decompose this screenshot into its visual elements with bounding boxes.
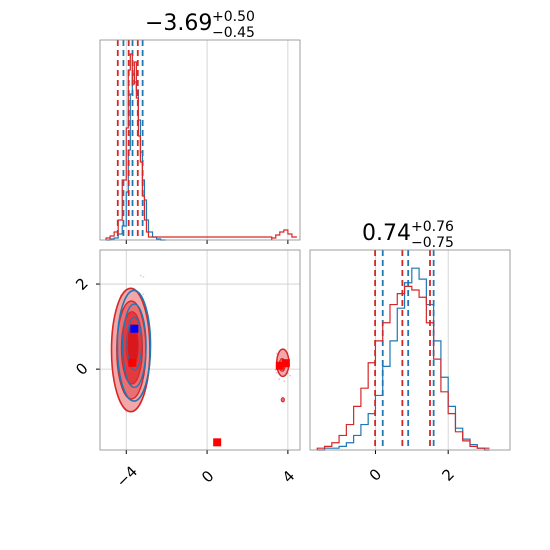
y-tick-label: 2 xyxy=(72,274,91,293)
title-main: −3.69 xyxy=(145,11,212,36)
title-main: 0.74 xyxy=(362,221,411,246)
histogram-step-line xyxy=(105,53,297,240)
point-marker xyxy=(130,324,139,333)
sample-point xyxy=(278,378,281,381)
marginal-y-title-sub: −0.75 xyxy=(411,235,454,251)
contour-blue-outer xyxy=(116,289,152,402)
sample-point xyxy=(289,374,292,377)
sample-point xyxy=(142,293,145,296)
x-tick-label: 0 xyxy=(198,467,217,486)
marginal-y-title-sup: +0.76 xyxy=(411,219,454,235)
panel-frame xyxy=(99,39,301,241)
histogram-step-line xyxy=(316,285,490,450)
x-tick-label: 0 xyxy=(366,465,385,484)
point-marker xyxy=(213,438,222,447)
x-tick-label: 4 xyxy=(279,467,298,486)
point-marker xyxy=(128,358,137,367)
y-tick-label: 0 xyxy=(72,359,91,378)
joint-contour-plot: −4 0 4 2 0 xyxy=(72,249,301,491)
panel-frame xyxy=(309,249,511,451)
contour-level-core xyxy=(125,323,139,368)
x-tick-label: 2 xyxy=(438,465,457,484)
sample-point xyxy=(283,380,286,383)
sample-point xyxy=(139,274,142,277)
point-marker xyxy=(275,361,284,370)
contour-blue-inner xyxy=(126,316,143,371)
marginal-x-title-sup: +0.50 xyxy=(212,9,255,25)
sample-point xyxy=(275,371,278,374)
marginal-y-title: 0.74 xyxy=(362,221,411,246)
panel-frame xyxy=(99,249,301,451)
marginal-x-histogram xyxy=(99,39,301,244)
histogram-step-line xyxy=(317,267,490,451)
marginal-x-title: −3.69 xyxy=(145,11,212,36)
contour-secondary-spot xyxy=(280,397,285,403)
point-marker xyxy=(281,359,290,368)
x-tick-label: −4 xyxy=(113,463,141,491)
contour-blue-mid xyxy=(121,303,147,389)
marginal-x-title-sub: −0.45 xyxy=(212,25,255,41)
sample-point xyxy=(142,275,145,278)
histogram-step-line xyxy=(106,73,166,241)
sample-point xyxy=(275,352,278,355)
